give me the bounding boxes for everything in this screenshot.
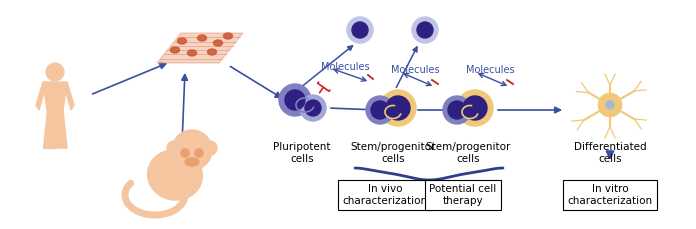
- Circle shape: [347, 17, 373, 43]
- Polygon shape: [36, 82, 46, 110]
- Ellipse shape: [171, 47, 180, 53]
- Circle shape: [366, 96, 394, 124]
- Ellipse shape: [177, 38, 187, 44]
- Circle shape: [443, 96, 471, 124]
- Text: Pluripotent
cells: Pluripotent cells: [274, 142, 331, 164]
- Circle shape: [457, 90, 493, 126]
- Polygon shape: [157, 33, 243, 63]
- Text: Molecules: Molecules: [390, 65, 439, 75]
- Circle shape: [46, 63, 64, 81]
- Ellipse shape: [185, 158, 199, 166]
- Circle shape: [598, 93, 622, 117]
- Text: Potential cell
therapy: Potential cell therapy: [429, 184, 497, 206]
- Text: Stem/progenitor
cells: Stem/progenitor cells: [425, 142, 511, 164]
- Circle shape: [181, 149, 189, 157]
- Circle shape: [172, 130, 212, 170]
- Polygon shape: [43, 82, 67, 110]
- Ellipse shape: [198, 35, 207, 41]
- Circle shape: [285, 90, 305, 110]
- Circle shape: [300, 95, 326, 121]
- Circle shape: [417, 22, 433, 38]
- Circle shape: [386, 96, 410, 120]
- Circle shape: [352, 22, 368, 38]
- Circle shape: [606, 101, 614, 109]
- Circle shape: [448, 101, 466, 119]
- Text: In vivo
characterization: In vivo characterization: [342, 184, 427, 206]
- Ellipse shape: [207, 49, 216, 55]
- Circle shape: [463, 96, 487, 120]
- Ellipse shape: [223, 33, 232, 39]
- Circle shape: [380, 90, 416, 126]
- Circle shape: [305, 100, 321, 116]
- Ellipse shape: [187, 50, 196, 56]
- Polygon shape: [55, 110, 67, 148]
- Circle shape: [167, 141, 181, 155]
- Text: In vitro
characterization: In vitro characterization: [567, 184, 653, 206]
- Circle shape: [195, 149, 203, 157]
- Ellipse shape: [148, 150, 203, 200]
- Text: Molecules: Molecules: [466, 65, 514, 75]
- Circle shape: [371, 101, 389, 119]
- Polygon shape: [43, 110, 55, 148]
- Polygon shape: [64, 82, 74, 110]
- Text: Molecules: Molecules: [321, 62, 370, 72]
- Ellipse shape: [214, 40, 223, 46]
- Circle shape: [203, 141, 217, 155]
- Text: Stem/progenitor
cells: Stem/progenitor cells: [350, 142, 436, 164]
- Text: Differentiated
cells: Differentiated cells: [574, 142, 647, 164]
- Circle shape: [412, 17, 438, 43]
- Circle shape: [279, 84, 311, 116]
